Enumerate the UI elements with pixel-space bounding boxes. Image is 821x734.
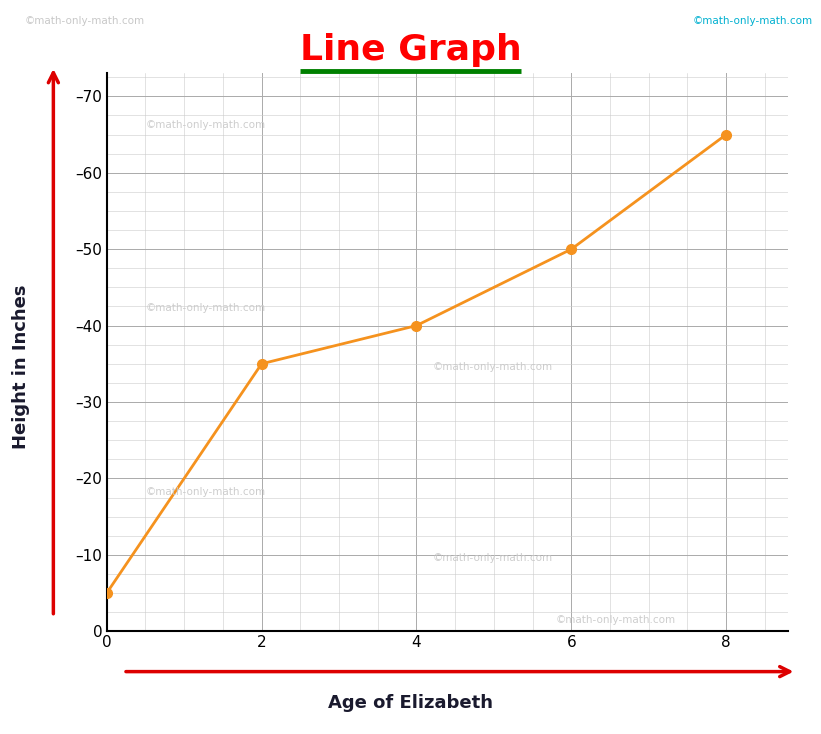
Text: ©math-only-math.com: ©math-only-math.com — [556, 615, 676, 625]
Text: Line Graph: Line Graph — [300, 33, 521, 67]
Text: ©math-only-math.com: ©math-only-math.com — [433, 553, 553, 563]
Text: ©math-only-math.com: ©math-only-math.com — [25, 16, 144, 26]
Text: ©math-only-math.com: ©math-only-math.com — [433, 362, 553, 372]
Text: ©math-only-math.com: ©math-only-math.com — [145, 487, 265, 497]
Text: Height in Inches: Height in Inches — [11, 285, 30, 449]
Text: ©math-only-math.com: ©math-only-math.com — [145, 120, 265, 130]
Text: ©math-only-math.com: ©math-only-math.com — [693, 16, 813, 26]
Text: ©math-only-math.com: ©math-only-math.com — [145, 303, 265, 313]
Text: Age of Elizabeth: Age of Elizabeth — [328, 694, 493, 712]
